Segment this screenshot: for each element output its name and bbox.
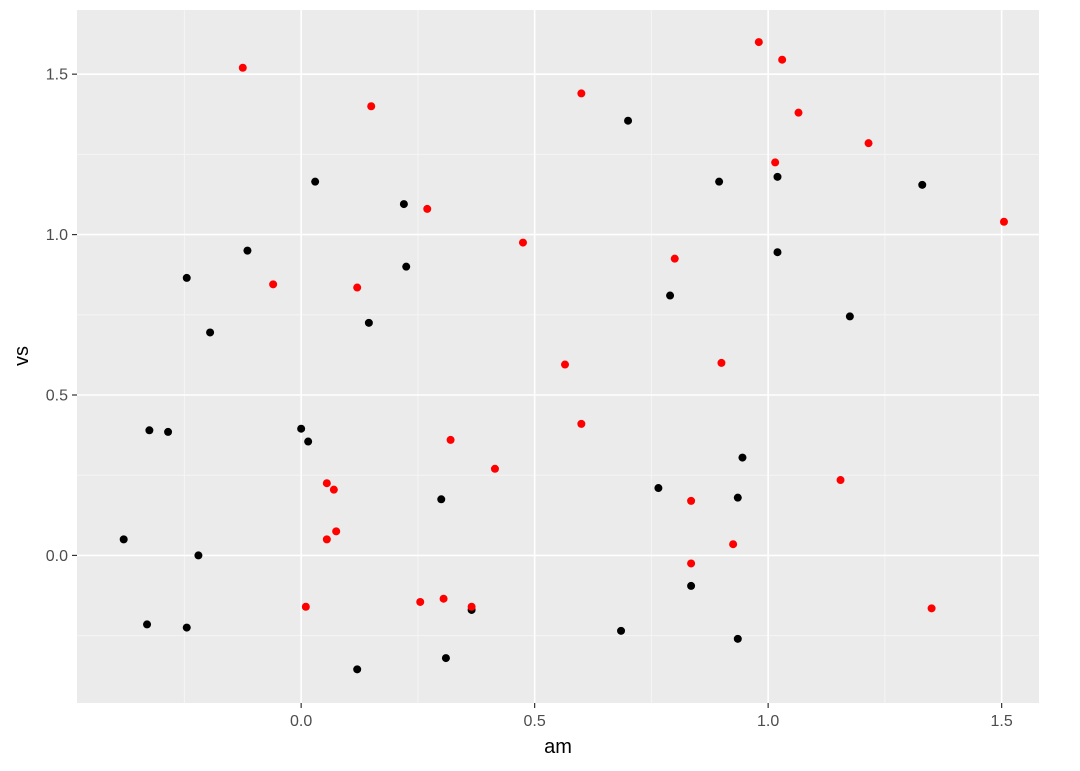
red-data-point — [367, 102, 376, 111]
black-data-point — [353, 665, 362, 674]
red-data-point — [322, 535, 331, 544]
black-data-point — [773, 248, 782, 257]
black-data-point — [738, 453, 747, 462]
black-data-point — [143, 620, 152, 629]
y-tick-label: 1.5 — [46, 67, 68, 84]
y-tick-label: 0.0 — [46, 548, 68, 565]
red-data-point — [329, 485, 338, 494]
red-data-point — [999, 217, 1008, 226]
red-data-point — [423, 204, 432, 213]
red-data-point — [332, 527, 341, 536]
plot-panel — [77, 10, 1039, 703]
y-tick-label: 0.5 — [46, 388, 68, 405]
red-data-point — [836, 476, 845, 485]
black-data-point — [402, 262, 411, 271]
red-data-point — [416, 597, 425, 606]
red-data-point — [670, 254, 679, 263]
red-data-point — [864, 139, 873, 148]
black-data-point — [182, 273, 191, 282]
red-data-point — [439, 594, 448, 603]
red-data-point — [269, 280, 278, 289]
x-axis-title: am — [544, 736, 572, 758]
black-data-point — [666, 291, 675, 300]
black-data-point — [624, 116, 633, 125]
black-data-point — [687, 581, 696, 590]
red-data-point — [322, 479, 331, 488]
red-data-point — [687, 559, 696, 568]
minor-gridlines — [77, 10, 1039, 703]
black-data-point — [145, 426, 154, 435]
black-data-point — [206, 328, 215, 337]
y-axis-ticks: 0.0 0.5 1.0 1.5 — [46, 67, 77, 565]
y-tick-label: 1.0 — [46, 227, 68, 244]
black-data-point — [733, 634, 742, 643]
red-data-point — [490, 464, 499, 473]
black-data-point — [297, 424, 306, 433]
x-tick-label: 1.0 — [757, 713, 779, 730]
y-axis-title: vs — [11, 346, 33, 366]
black-data-point — [119, 535, 128, 544]
red-data-point — [238, 63, 247, 72]
major-gridlines — [77, 10, 1039, 703]
black-data-point — [194, 551, 203, 560]
black-data-point — [617, 626, 626, 635]
x-tick-label: 0.5 — [524, 713, 546, 730]
black-data-point — [715, 177, 724, 186]
red-data-point — [778, 55, 787, 64]
red-data-point — [446, 435, 455, 444]
red-data-point — [518, 238, 527, 247]
x-tick-label: 0.0 — [290, 713, 312, 730]
red-data-point — [577, 419, 586, 428]
red-data-point — [561, 360, 570, 369]
black-data-point — [733, 493, 742, 502]
black-data-point — [243, 246, 252, 255]
black-data-point — [364, 318, 373, 327]
x-tick-label: 1.5 — [991, 713, 1013, 730]
black-data-point — [164, 427, 173, 436]
red-data-point — [754, 38, 763, 47]
black-data-point — [311, 177, 320, 186]
red-data-point — [577, 89, 586, 98]
red-data-point — [794, 108, 803, 117]
red-data-point — [687, 496, 696, 505]
black-data-point — [918, 180, 927, 189]
red-data-point — [927, 604, 936, 613]
black-data-point — [845, 312, 854, 321]
black-data-point — [437, 495, 446, 504]
data-points — [119, 38, 1008, 674]
x-axis-ticks: 0.0 0.5 1.0 1.5 — [290, 703, 1013, 730]
red-data-point — [467, 602, 476, 611]
red-data-point — [717, 358, 726, 367]
black-data-point — [182, 623, 191, 632]
black-data-point — [654, 484, 663, 493]
black-data-point — [773, 172, 782, 181]
red-data-point — [353, 283, 362, 292]
red-data-point — [771, 158, 780, 167]
black-data-point — [304, 437, 313, 446]
red-data-point — [301, 602, 310, 611]
red-data-point — [729, 540, 738, 549]
black-data-point — [441, 654, 450, 663]
black-data-point — [399, 200, 408, 209]
